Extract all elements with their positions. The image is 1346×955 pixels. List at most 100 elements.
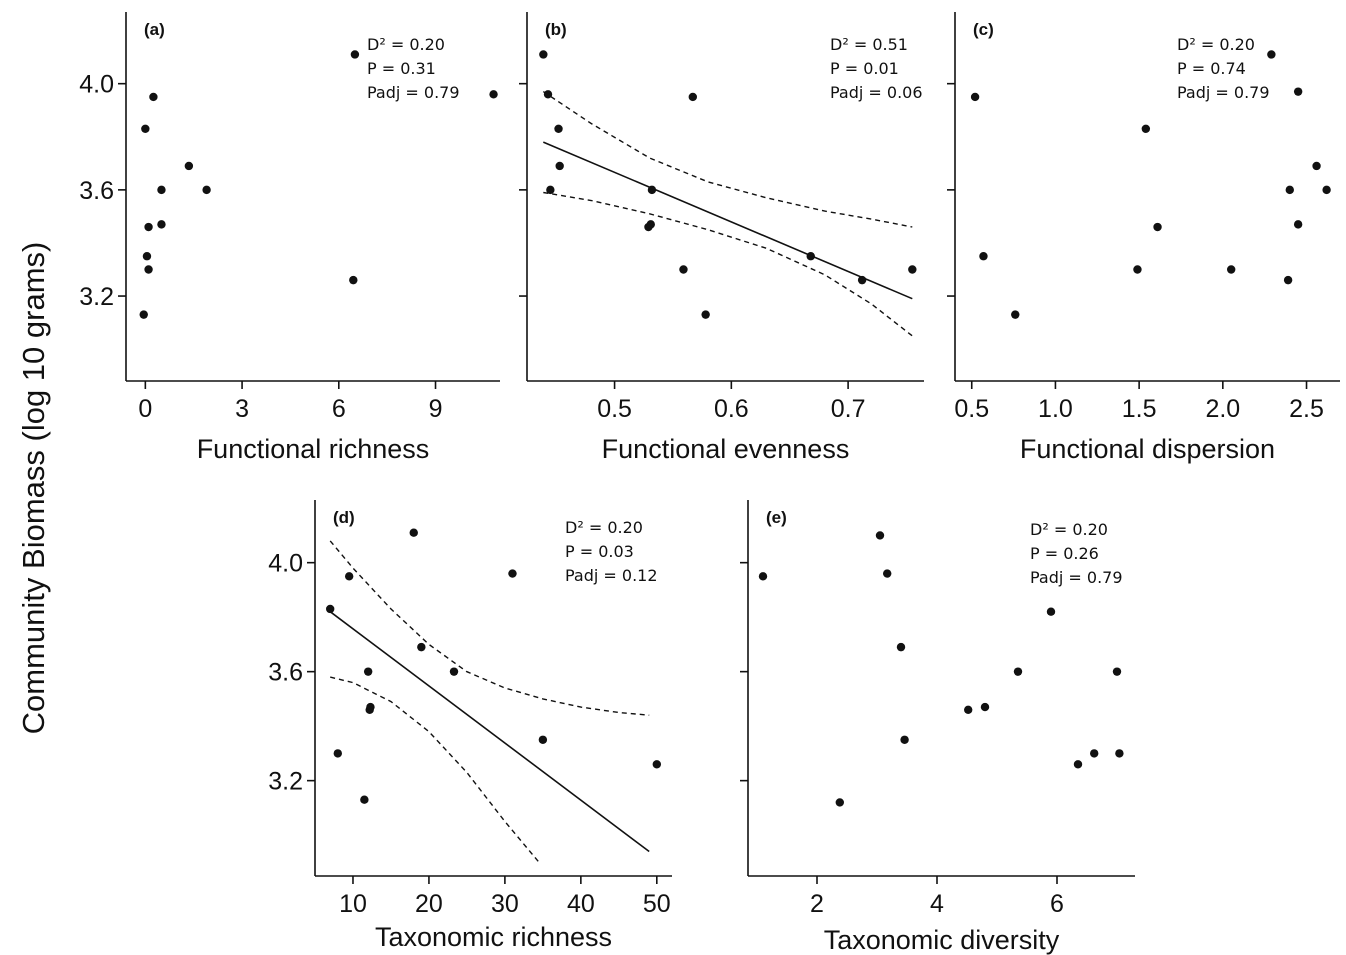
data-point	[149, 92, 158, 102]
data-point	[344, 572, 354, 581]
data-point	[1013, 667, 1023, 676]
x-tick-label: 0.5	[954, 395, 989, 423]
data-point	[1322, 185, 1331, 195]
data-point	[350, 50, 360, 59]
data-point	[363, 667, 373, 676]
data-point	[349, 275, 358, 285]
stat-text: P = 0.31	[367, 59, 436, 78]
y-tick-label: 3.2	[268, 768, 303, 796]
x-tick-label: 4	[930, 890, 944, 918]
data-point	[202, 185, 211, 195]
stat-text: P = 0.26	[1030, 544, 1099, 563]
x-tick-label: 6	[1050, 890, 1064, 918]
data-point	[184, 161, 194, 171]
ci-upper-line	[542, 91, 913, 228]
panel-label: (c)	[973, 20, 994, 39]
data-point	[539, 50, 548, 59]
stat-text: Padj = 0.79	[1177, 83, 1270, 102]
x-tick-label: 3	[235, 395, 249, 423]
panel-label: (e)	[766, 508, 787, 527]
x-tick-label: 0.5	[597, 395, 632, 423]
data-point	[139, 310, 148, 319]
panel-b: 0.5 0.6 0.7 Functional evenness (b) D² = 0.51…	[519, 12, 924, 464]
stat-text: P = 0.01	[830, 59, 899, 78]
y-tick-label: 3.2	[79, 283, 114, 311]
y-tick-label: 3.6	[268, 659, 303, 687]
stat-text: P = 0.74	[1177, 59, 1246, 78]
data-point	[1141, 124, 1151, 134]
data-point	[857, 275, 867, 285]
panel-c: 0.5 1.0 1.5 2.0 2.5 Functional dispersion (c) D…	[947, 12, 1340, 464]
data-point	[883, 569, 892, 578]
x-tick-label: 1.5	[1122, 395, 1157, 423]
data-point	[417, 642, 426, 652]
data-point	[1090, 749, 1099, 758]
stat-text: D² = 0.20	[367, 35, 445, 54]
data-point	[554, 124, 563, 134]
x-tick-label: 50	[643, 890, 671, 918]
x-tick-label: 10	[339, 890, 367, 918]
x-tick-label: 20	[415, 890, 443, 918]
x-tick-label: 2	[810, 890, 824, 918]
data-point	[908, 265, 917, 274]
y-tick-label: 3.6	[79, 177, 114, 205]
ci-lower-line	[330, 676, 540, 863]
data-point	[144, 265, 153, 274]
data-point	[449, 667, 459, 676]
x-tick-label: 6	[332, 395, 346, 423]
panel-a: 3.2 3.6 4.0 0 3 6 9 Functional richness (a) D² = …	[79, 12, 500, 464]
data-point	[366, 702, 375, 712]
panel-label: (a)	[144, 20, 165, 39]
stat-text: Padj = 0.79	[367, 83, 460, 102]
data-point	[1133, 265, 1142, 274]
x-tick-label: 2.5	[1289, 395, 1324, 423]
panel-label: (b)	[545, 20, 567, 39]
stat-text: D² = 0.51	[830, 35, 908, 54]
x-tick-label: 9	[429, 395, 443, 423]
x-axis-label: Functional richness	[197, 434, 430, 464]
data-point	[900, 735, 909, 744]
data-point	[142, 252, 152, 261]
data-point	[1112, 667, 1122, 676]
data-point	[646, 220, 655, 229]
data-point	[489, 90, 498, 99]
data-point	[333, 749, 342, 758]
x-tick-label: 1.0	[1038, 395, 1073, 423]
data-point	[964, 705, 973, 714]
data-point	[1293, 87, 1303, 96]
data-point	[1293, 220, 1303, 229]
data-point	[141, 124, 150, 134]
x-axis-label: Taxonomic diversity	[824, 925, 1060, 955]
x-tick-label: 0.7	[831, 395, 866, 423]
panel-d: 3.2 3.6 4.0 10 20 30 40 50 Taxonomic richness (d)…	[268, 500, 672, 952]
data-point	[546, 185, 555, 195]
x-tick-label: 30	[491, 890, 519, 918]
data-point	[157, 220, 166, 229]
stat-text: Padj = 0.06	[830, 83, 923, 102]
stat-text: D² = 0.20	[1030, 520, 1108, 539]
data-point	[508, 569, 517, 578]
panel-e: 2 4 6 Taxonomic diversity (e) D² = 0.20 P = 0.…	[740, 500, 1135, 955]
stat-text: D² = 0.20	[1177, 35, 1255, 54]
fit-line	[542, 141, 913, 300]
data-point	[979, 252, 988, 261]
fit-line	[329, 611, 650, 853]
shared-y-axis-label: Community Biomass (log 10 grams)	[16, 242, 51, 735]
data-point	[1073, 760, 1083, 769]
panel-label: (d)	[333, 508, 355, 527]
data-point	[1115, 749, 1124, 758]
data-point	[144, 222, 153, 232]
data-point	[1153, 222, 1162, 232]
data-point	[555, 161, 564, 171]
stat-text: Padj = 0.79	[1030, 568, 1123, 587]
data-point	[679, 265, 688, 274]
data-point	[875, 531, 885, 540]
data-point	[1046, 607, 1056, 616]
data-point	[538, 735, 548, 744]
stat-text: D² = 0.20	[565, 518, 643, 537]
data-point	[970, 92, 980, 102]
data-point	[1285, 185, 1294, 195]
data-point	[688, 92, 698, 102]
x-tick-label: 0	[138, 395, 152, 423]
